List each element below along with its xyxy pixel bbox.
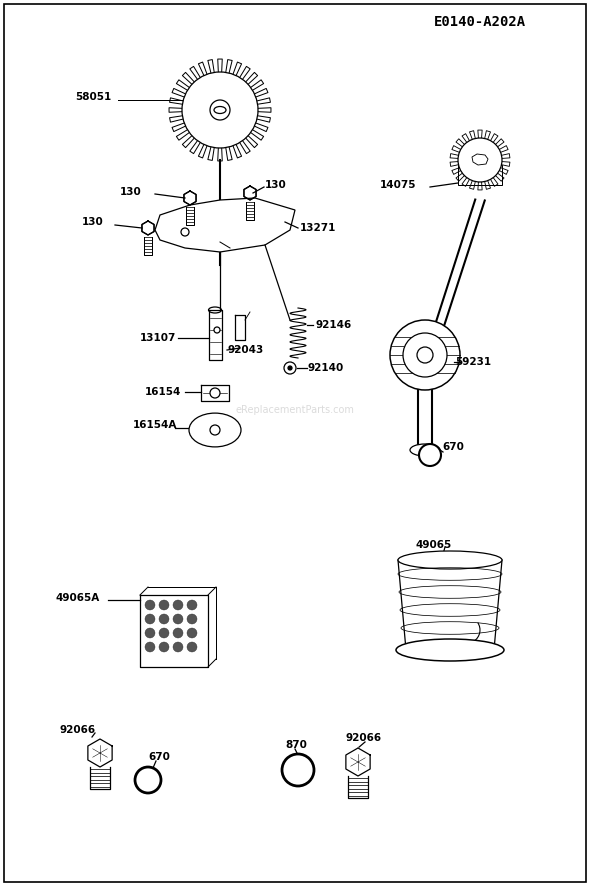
Circle shape xyxy=(210,425,220,435)
Circle shape xyxy=(403,333,447,377)
Text: 49065A: 49065A xyxy=(55,593,99,603)
Circle shape xyxy=(159,614,169,624)
Text: 92043: 92043 xyxy=(228,345,264,355)
Circle shape xyxy=(135,767,161,793)
Polygon shape xyxy=(142,221,154,235)
Ellipse shape xyxy=(396,639,504,661)
Polygon shape xyxy=(346,748,370,776)
Text: E0140-A202A: E0140-A202A xyxy=(434,15,526,29)
Ellipse shape xyxy=(189,413,241,447)
Text: eReplacementParts.com: eReplacementParts.com xyxy=(235,405,355,415)
Circle shape xyxy=(145,600,155,610)
Text: 13107: 13107 xyxy=(140,333,176,343)
Circle shape xyxy=(187,628,197,638)
Circle shape xyxy=(458,138,502,182)
Ellipse shape xyxy=(398,551,502,569)
Circle shape xyxy=(288,366,292,370)
Circle shape xyxy=(182,72,258,148)
Circle shape xyxy=(214,327,220,333)
Circle shape xyxy=(417,347,433,363)
Text: 870: 870 xyxy=(285,740,307,750)
Circle shape xyxy=(145,628,155,638)
Ellipse shape xyxy=(410,444,440,456)
Text: 13271: 13271 xyxy=(300,223,336,233)
Text: 16154A: 16154A xyxy=(133,420,178,430)
Ellipse shape xyxy=(214,106,226,113)
Text: 92140: 92140 xyxy=(308,363,344,373)
Circle shape xyxy=(145,642,155,652)
Circle shape xyxy=(187,614,197,624)
Circle shape xyxy=(173,614,183,624)
Text: 130: 130 xyxy=(265,180,287,190)
Circle shape xyxy=(159,600,169,610)
Circle shape xyxy=(419,444,441,466)
Circle shape xyxy=(173,642,183,652)
Text: 49065: 49065 xyxy=(415,540,451,550)
Circle shape xyxy=(145,614,155,624)
Circle shape xyxy=(187,642,197,652)
Circle shape xyxy=(282,754,314,786)
Circle shape xyxy=(390,320,460,390)
Text: 16154: 16154 xyxy=(145,387,181,397)
Circle shape xyxy=(173,628,183,638)
Polygon shape xyxy=(184,191,196,205)
Circle shape xyxy=(210,388,220,398)
Text: 670: 670 xyxy=(442,442,464,452)
Circle shape xyxy=(284,362,296,374)
Text: 130: 130 xyxy=(120,187,142,197)
Text: 14075: 14075 xyxy=(380,180,417,190)
Text: 130: 130 xyxy=(82,217,104,227)
Circle shape xyxy=(159,628,169,638)
Text: 92066: 92066 xyxy=(345,733,381,743)
Circle shape xyxy=(173,600,183,610)
Circle shape xyxy=(187,600,197,610)
Polygon shape xyxy=(88,739,112,767)
Text: 92066: 92066 xyxy=(60,725,96,735)
Text: 670: 670 xyxy=(148,752,170,762)
Text: 59231: 59231 xyxy=(455,357,491,367)
Text: 92146: 92146 xyxy=(315,320,351,330)
Polygon shape xyxy=(244,186,256,200)
Text: 58051: 58051 xyxy=(75,92,112,102)
Circle shape xyxy=(210,100,230,120)
Bar xyxy=(458,165,502,185)
Circle shape xyxy=(159,642,169,652)
Polygon shape xyxy=(155,198,295,252)
Circle shape xyxy=(181,228,189,236)
